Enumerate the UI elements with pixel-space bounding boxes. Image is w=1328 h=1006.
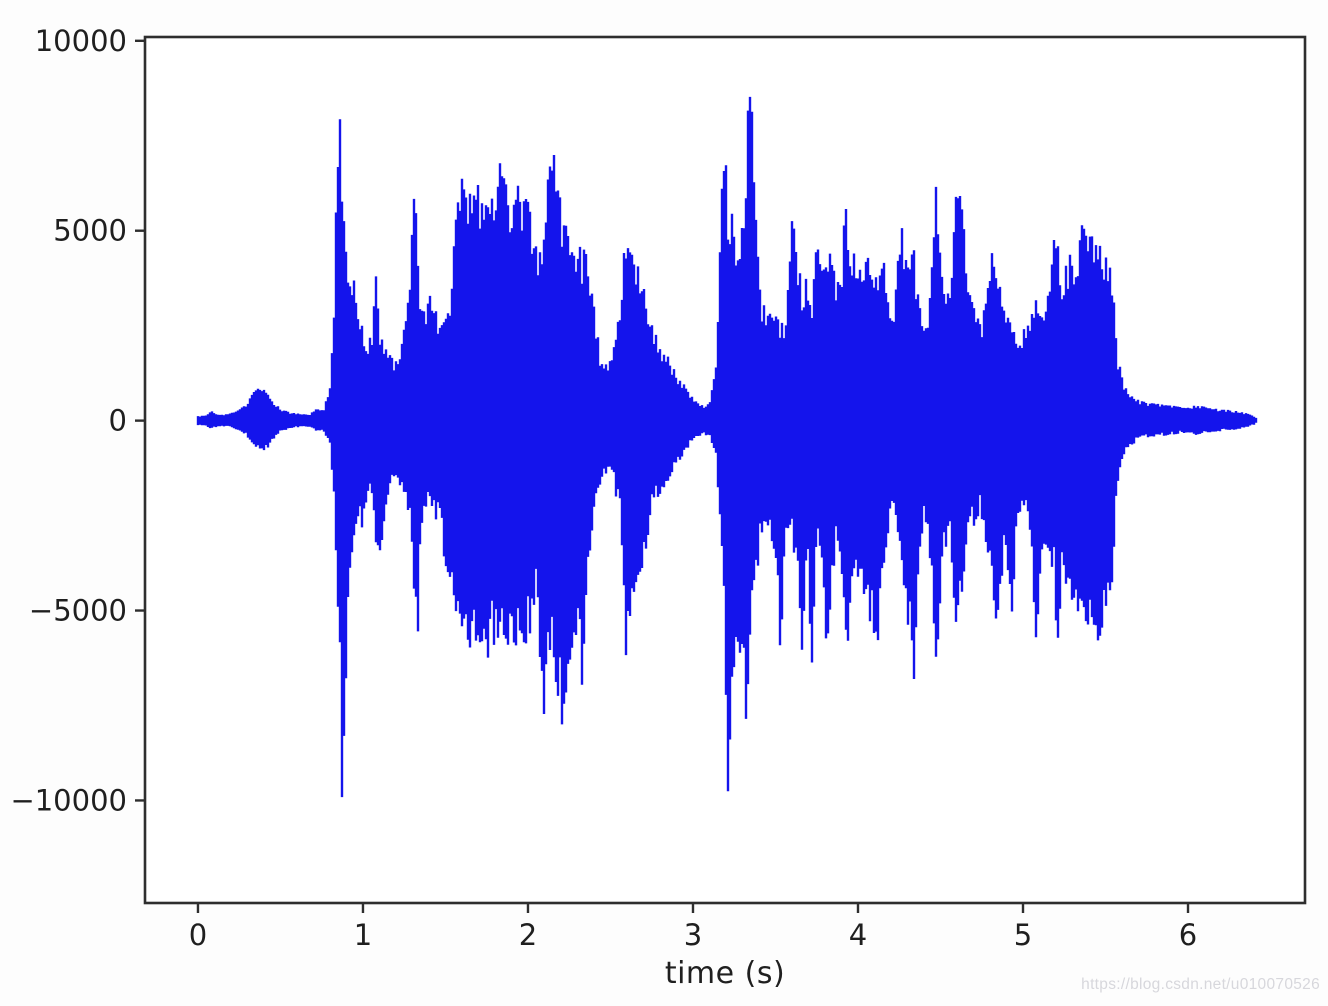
csdn-watermark: https://blog.csdn.net/u010070526	[1081, 976, 1320, 993]
x-tick-label: 5	[1014, 918, 1032, 952]
x-tick-label: 0	[189, 918, 207, 952]
x-tick-label: 1	[354, 918, 372, 952]
x-tick-label: 6	[1179, 918, 1197, 952]
x-tick-label: 4	[849, 918, 867, 952]
x-axis-title: time (s)	[664, 956, 786, 991]
waveform-trace	[196, 96, 1258, 798]
x-tick-label: 2	[519, 918, 537, 952]
x-tick-label: 3	[684, 918, 702, 952]
plot-frame	[143, 35, 1307, 905]
y-tick-label: 0	[109, 404, 127, 438]
y-tick-label: −10000	[10, 783, 127, 817]
y-tick-label: 10000	[35, 24, 127, 58]
y-tick-label: 5000	[53, 214, 127, 248]
y-tick-label: −5000	[29, 594, 127, 628]
